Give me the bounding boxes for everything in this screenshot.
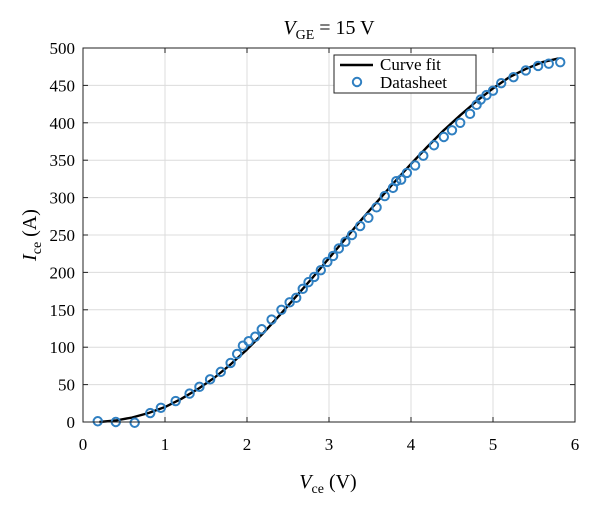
- datasheet-point: [237, 340, 249, 351]
- y-tick-label: 350: [50, 151, 76, 170]
- y-tick-label: 250: [50, 226, 76, 245]
- x-tick-label: 6: [571, 435, 580, 454]
- y-tick-label: 150: [50, 301, 76, 320]
- datasheet-point: [291, 292, 302, 304]
- y-axis-label: Ice (A): [19, 209, 45, 262]
- y-tick-label: 450: [50, 76, 76, 95]
- x-axis-label-rest: (V): [324, 471, 357, 493]
- datasheet-point: [520, 65, 531, 76]
- datasheet-point: [487, 85, 499, 96]
- datasheet-point: [532, 60, 544, 72]
- chart-title-rest: = 15 V: [314, 17, 375, 39]
- datasheet-point: [464, 108, 476, 120]
- plot-series: [92, 57, 566, 428]
- datasheet-point: [395, 174, 407, 185]
- datasheet-point: [204, 374, 216, 385]
- x-tick-label: 4: [407, 435, 416, 454]
- legend-label-curve-fit: Curve fit: [380, 55, 441, 74]
- datasheet-point: [170, 395, 181, 407]
- datasheet-point: [438, 131, 449, 143]
- datasheet-point: [340, 236, 351, 247]
- y-axis-label-rest: (A): [19, 209, 41, 242]
- x-tick-label: 3: [325, 435, 334, 454]
- y-tick-label: 300: [50, 189, 76, 208]
- y-tick-label: 100: [50, 338, 76, 357]
- x-tick-label: 1: [161, 435, 170, 454]
- datasheet-point: [555, 57, 566, 68]
- datasheet-point: [371, 202, 382, 213]
- datasheet-point: [409, 160, 421, 171]
- datasheet-point: [455, 117, 466, 129]
- axis-ticks: 0 1 2 3 4 5 6 0 50 100 150 200 250 300 350 400 450 500: [50, 39, 580, 454]
- x-axis-label-var: V: [299, 471, 314, 493]
- x-axis-label: Vce (V): [299, 471, 356, 497]
- datasheet-point: [333, 243, 345, 254]
- y-axis-label-sub: ce: [30, 242, 45, 254]
- legend: Curve fit Datasheet: [333, 54, 477, 94]
- datasheet-point: [322, 256, 333, 268]
- datasheet-point: [231, 348, 243, 360]
- datasheet-point: [391, 175, 402, 187]
- x-tick-label: 0: [79, 435, 88, 454]
- y-axis-label-var: I: [19, 253, 41, 262]
- datasheet-point: [346, 229, 358, 241]
- datasheet-point: [496, 77, 507, 89]
- datasheet-point: [145, 407, 156, 419]
- datasheet-point: [256, 324, 267, 335]
- y-tick-label: 0: [67, 413, 76, 432]
- datasheet-point: [363, 212, 374, 224]
- legend-marker-swatch: [351, 76, 363, 88]
- x-tick-label: 2: [243, 435, 252, 454]
- chart-title: VGE = 15 V: [283, 17, 375, 43]
- datasheet-point: [379, 190, 390, 202]
- datasheet-point: [315, 264, 326, 276]
- datasheet-point: [428, 140, 440, 151]
- datasheet-point: [508, 71, 519, 83]
- chart-title-var: V: [283, 17, 298, 39]
- datasheet-point: [155, 402, 167, 413]
- y-tick-label: 200: [50, 263, 76, 282]
- datasheet-point: [92, 416, 103, 427]
- datasheet-point: [327, 250, 339, 262]
- datasheet-point: [418, 150, 429, 161]
- legend-label-datasheet: Datasheet: [380, 73, 447, 92]
- datasheet-point: [303, 276, 314, 288]
- datasheet-point: [543, 58, 554, 69]
- datasheet-point: [446, 125, 458, 136]
- y-tick-label: 400: [50, 114, 76, 133]
- x-axis-label-sub: ce: [312, 482, 324, 497]
- datasheet-point: [309, 271, 320, 283]
- datasheet-point: [297, 283, 308, 295]
- y-tick-label: 50: [58, 376, 75, 395]
- datasheet-point: [129, 417, 140, 428]
- datasheet-point: [354, 220, 366, 232]
- datasheet-point: [401, 167, 413, 179]
- datasheet-point: [225, 357, 236, 369]
- x-tick-label: 5: [489, 435, 498, 454]
- datasheet-point: [184, 388, 195, 399]
- datasheet-point: [276, 304, 287, 315]
- y-tick-label: 500: [50, 39, 76, 58]
- datasheet-point: [194, 381, 205, 393]
- datasheet-point: [250, 331, 261, 342]
- datasheet-point: [215, 366, 226, 378]
- chart-title-sub: GE: [296, 28, 315, 43]
- datasheet-point: [266, 314, 277, 325]
- grid: [82, 47, 576, 423]
